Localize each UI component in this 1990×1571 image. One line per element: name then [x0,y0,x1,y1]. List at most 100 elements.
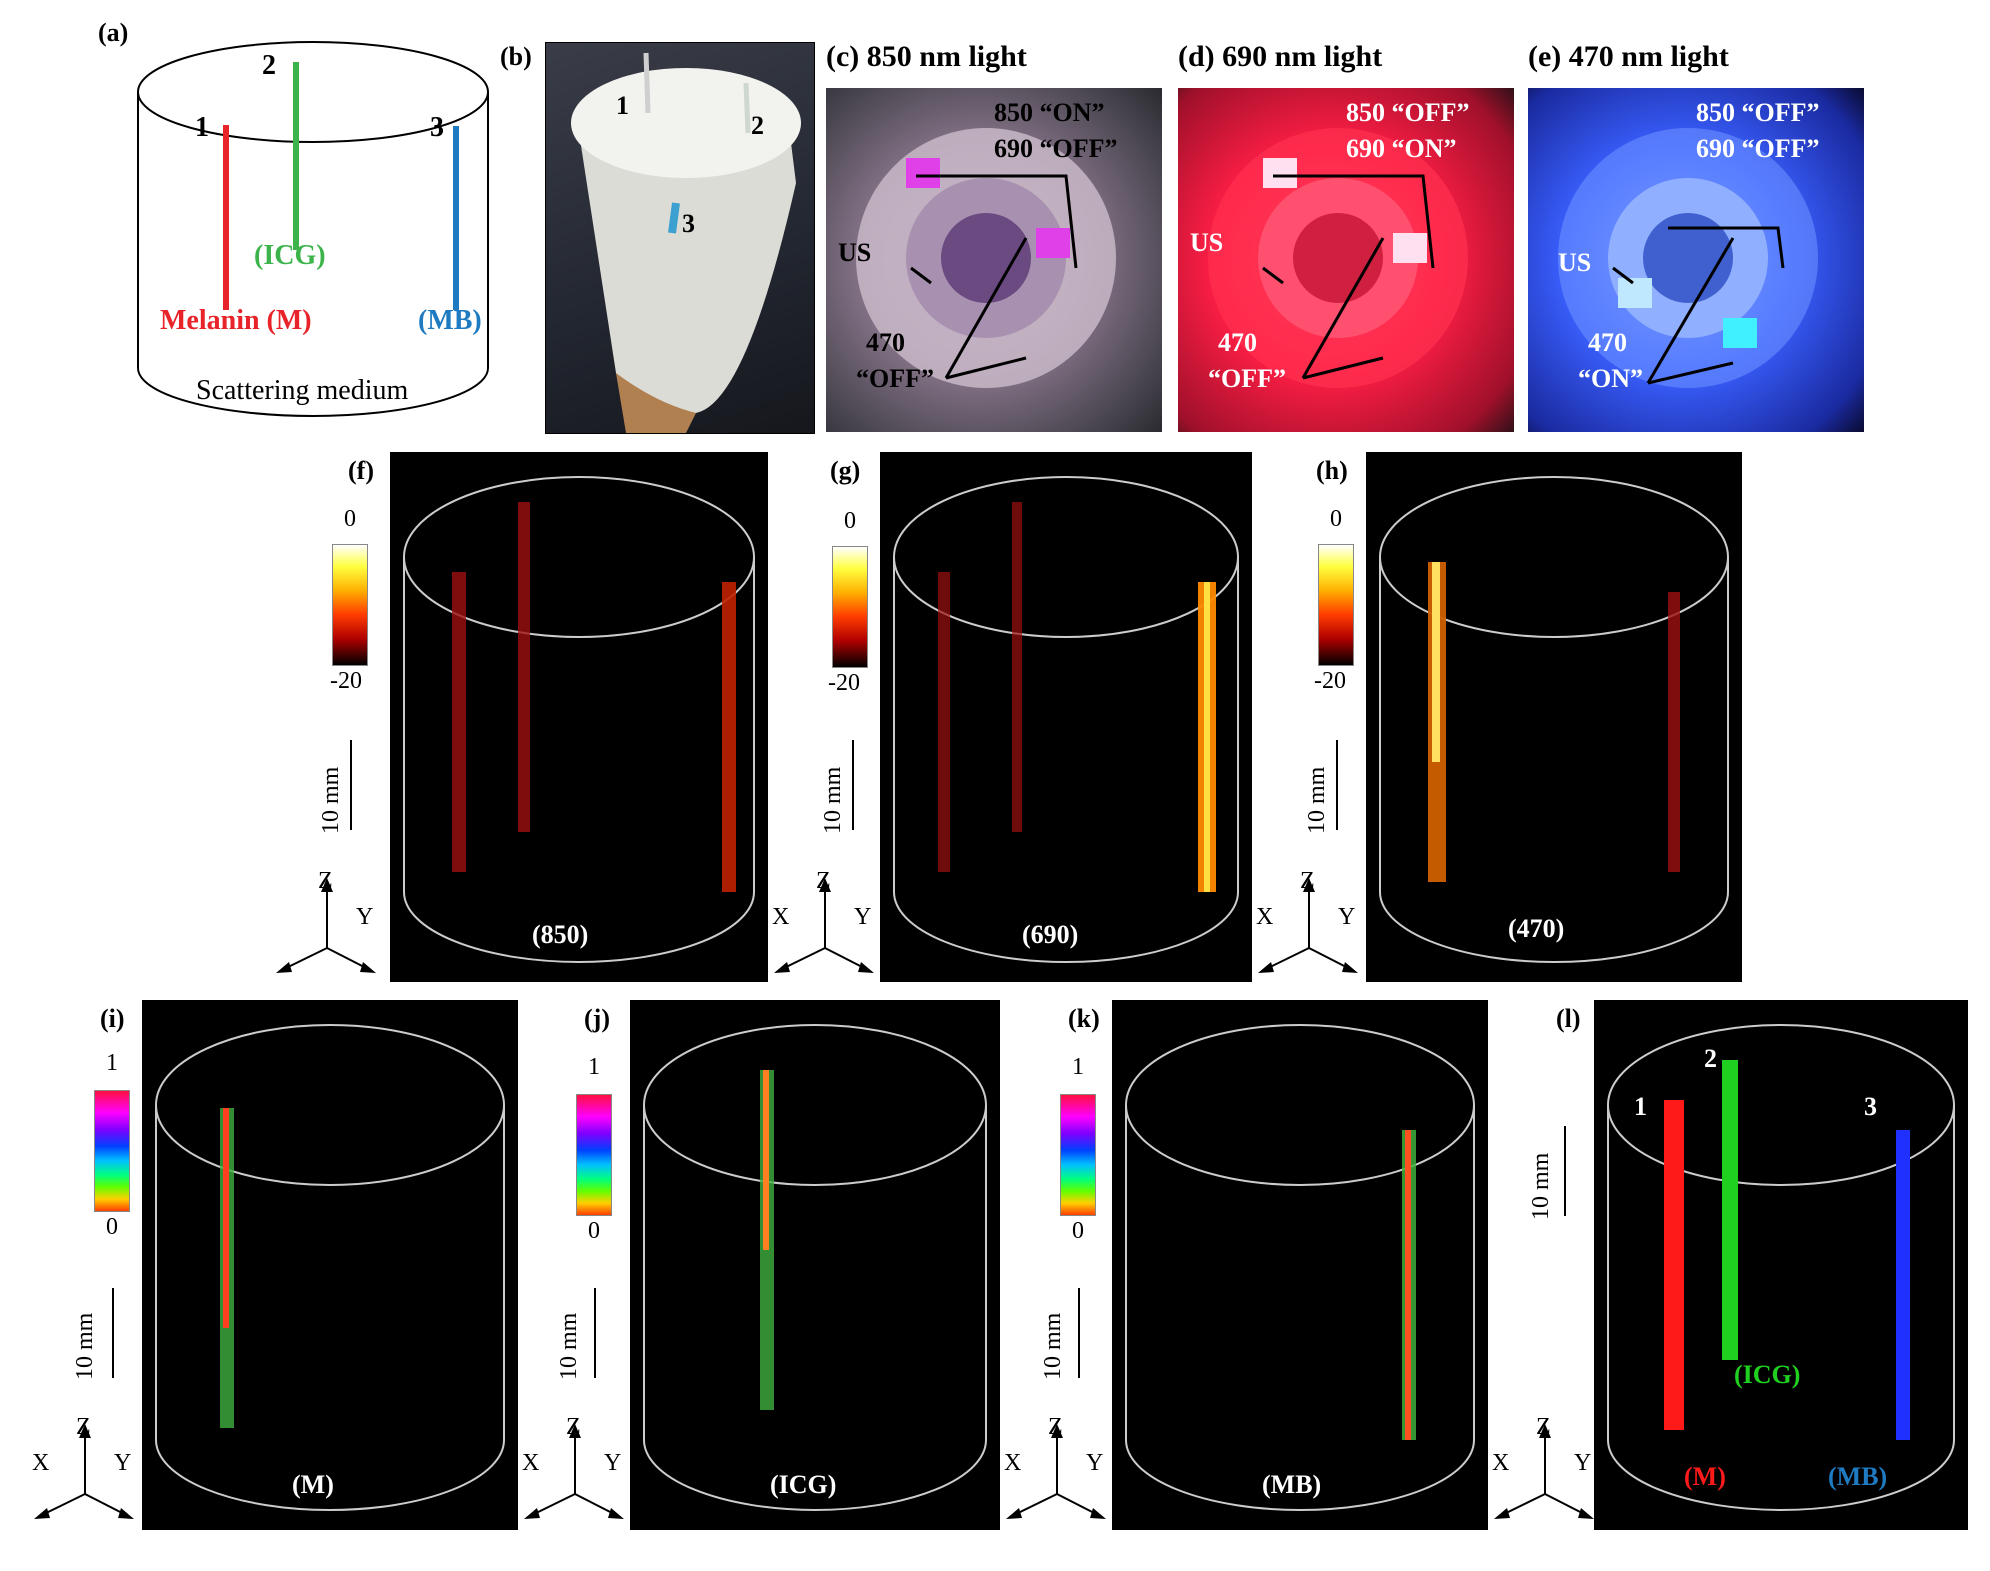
e-us-label: US [1558,248,1592,277]
l-axis-x: X [1492,1450,1510,1476]
g-axis-z: Z [816,868,831,894]
l-tube-melanin [1664,1100,1684,1430]
j-colorbar-top: 1 [588,1054,600,1080]
l-axes-icon [1494,1424,1594,1519]
i-axis-y: Y [114,1450,132,1476]
f-cylinder [403,476,755,963]
panel-h-image: (470) [1366,452,1742,982]
tube-1-number: 1 [195,112,209,143]
panel-d-label: (d) [1178,40,1215,73]
panel-j-image: (ICG) [630,1000,1000,1530]
j-axis-x: X [522,1450,540,1476]
i-colorbar-bottom: 0 [106,1214,118,1240]
panel-e-title: (e) 470 nm light [1528,40,1729,74]
panel-e-drawing [1558,128,1818,388]
panel-c-label: (c) [826,40,860,73]
panel-b-phantom-photo: 1 2 3 [545,42,815,434]
k-caption: (MB) [1262,1470,1322,1499]
panel-k-image: (MB) [1112,1000,1488,1530]
k-colorbar [1060,1094,1096,1216]
panel-e-photo: 850 “OFF” 690 “OFF” US 470 “ON” [1528,88,1864,432]
f-axis-z: Z [318,868,333,894]
l-scale-bar [1564,1126,1566,1216]
j-axis-y: Y [604,1450,622,1476]
g-scale-label: 10 mm [820,766,846,834]
panel-c-title: (c) 850 nm light [826,40,1027,74]
l-number-2: 2 [1704,1044,1717,1073]
h-colorbar [1318,544,1354,666]
panel-b-label: (b) [500,42,532,71]
panel-k-label: (k) [1068,1004,1100,1033]
l-axis-y: Y [1574,1450,1592,1476]
panel-d-drawing [1208,128,1468,388]
l-scale-label: 10 mm [1528,1152,1554,1220]
panel-j-label: (j) [584,1004,610,1033]
k-axes-icon [1006,1424,1106,1519]
photo-number-1: 1 [616,91,629,120]
photo-number-2: 2 [751,111,764,140]
scattering-medium-label: Scattering medium [196,375,409,406]
k-axis-x: X [1004,1450,1022,1476]
h-axis-x: X [1256,904,1274,930]
panel-c-drawing [856,128,1116,388]
h-scale-bar [1336,740,1338,830]
c-us-label: US [838,238,872,267]
cylinder-bottom-arc [137,367,489,417]
tube-3-number: 3 [430,112,444,143]
panel-e-title-text: 470 nm light [1568,40,1729,73]
tube-2-number: 2 [262,50,276,81]
f-colorbar-top: 0 [344,506,356,532]
panel-d-photo: 850 “OFF” 690 “ON” US 470 “OFF” [1178,88,1514,432]
k-cylinder [1125,1024,1475,1511]
h-colorbar-top: 0 [1330,506,1342,532]
k-colorbar-top: 1 [1072,1054,1084,1080]
panel-f-image: (850) [390,452,768,982]
panel-f-label: (f) [348,456,374,485]
l-tube-mb [1896,1130,1910,1440]
c-850-status: 850 “ON” [994,98,1105,127]
panel-h-label: (h) [1316,456,1348,485]
l-axis-z: Z [1536,1414,1551,1440]
g-scale-bar [852,740,854,830]
panel-a-cylinder-diagram [137,41,489,417]
panel-g-label: (g) [830,456,861,485]
h-colorbar-bottom: -20 [1314,668,1346,694]
g-colorbar-bottom: -20 [828,670,860,696]
l-tube-icg [1722,1060,1738,1360]
k-scale-bar [1078,1288,1080,1378]
i-colorbar [94,1090,130,1212]
panel-g-image: (690) [880,452,1252,982]
g-axis-x: X [772,904,790,930]
j-colorbar-bottom: 0 [588,1218,600,1244]
panel-d-title: (d) 690 nm light [1178,40,1382,74]
k-scale-label: 10 mm [1040,1312,1066,1380]
e-690-status: 690 “OFF” [1696,134,1820,163]
k-axis-y: Y [1086,1450,1104,1476]
c-690-status: 690 “OFF” [994,134,1118,163]
f-scale-bar [350,740,352,830]
c-470-status: “OFF” [856,364,934,393]
d-470-label: 470 [1218,328,1257,357]
j-axis-z: Z [566,1414,581,1440]
i-colorbar-top: 1 [106,1050,118,1076]
h-scale-label: 10 mm [1304,766,1330,834]
f-colorbar [332,544,368,666]
i-cylinder [155,1024,505,1511]
d-470-status: “OFF” [1208,364,1286,393]
panel-l-image: 1 2 3 (ICG) (M) (MB) [1594,1000,1968,1530]
panel-a-label: (a) [98,18,129,47]
h-axes-icon [1258,878,1358,973]
j-cylinder [643,1024,987,1511]
panel-i-image: (M) [142,1000,518,1530]
j-scale-bar [594,1288,596,1378]
h-axis-z: Z [1300,868,1315,894]
f-scale-label: 10 mm [318,766,344,834]
i-scale-label: 10 mm [72,1312,98,1380]
panel-d-title-text: 690 nm light [1222,40,1383,73]
g-cylinder [893,476,1239,963]
k-axis-z: Z [1048,1414,1063,1440]
g-caption: (690) [1022,920,1079,949]
k-colorbar-bottom: 0 [1072,1218,1084,1244]
e-470-status: “ON” [1578,364,1643,393]
f-colorbar-bottom: -20 [330,668,362,694]
